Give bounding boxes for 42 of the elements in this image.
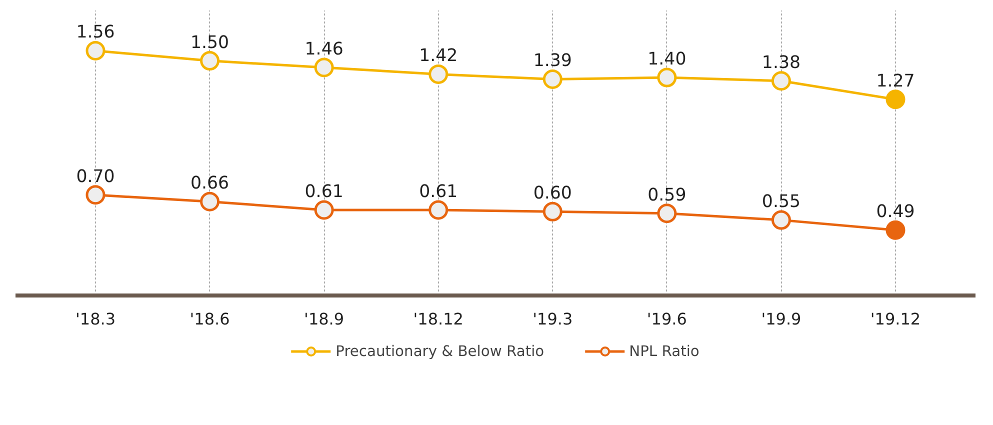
point bbox=[86, 41, 106, 60]
legend-label: Precautionary & Below Ratio bbox=[336, 342, 544, 360]
data-label: 1.56 bbox=[76, 22, 115, 43]
data-label: 0.59 bbox=[648, 185, 686, 206]
data-label: 0.49 bbox=[876, 202, 915, 222]
data-label: 1.38 bbox=[762, 52, 801, 73]
x-tick-label: '19.3 bbox=[532, 310, 573, 328]
point bbox=[428, 64, 448, 84]
x-tick-label: '19.12 bbox=[870, 310, 921, 328]
point bbox=[886, 90, 906, 110]
x-tick-label: '18.12 bbox=[413, 310, 464, 328]
data-label: 0.60 bbox=[533, 184, 572, 204]
x-tick-label: '19.9 bbox=[761, 310, 802, 328]
data-label: 0.61 bbox=[419, 182, 458, 202]
point bbox=[542, 202, 562, 222]
x-tick-label: '18.3 bbox=[75, 310, 116, 328]
data-label: 1.40 bbox=[648, 50, 686, 70]
point bbox=[428, 200, 448, 220]
point bbox=[657, 68, 677, 88]
data-label: 1.46 bbox=[304, 40, 344, 60]
point bbox=[314, 58, 334, 78]
point bbox=[771, 71, 791, 91]
data-label: 0.70 bbox=[76, 166, 115, 187]
data-label: 0.61 bbox=[304, 182, 344, 202]
legend-label: NPL Ratio bbox=[629, 342, 700, 360]
point bbox=[542, 70, 562, 89]
x-tick-label: '18.6 bbox=[190, 310, 230, 328]
data-label: 0.55 bbox=[762, 192, 801, 212]
data-label: 0.66 bbox=[190, 174, 230, 194]
data-label: 1.42 bbox=[419, 46, 458, 66]
point bbox=[314, 200, 334, 220]
point bbox=[200, 192, 220, 212]
x-tick-label: '18.9 bbox=[304, 310, 344, 328]
point bbox=[771, 210, 791, 230]
point bbox=[886, 220, 906, 240]
data-label: 1.39 bbox=[533, 51, 572, 72]
data-label: 1.27 bbox=[876, 71, 915, 92]
data-label: 1.50 bbox=[190, 32, 230, 53]
x-tick-label: '19.6 bbox=[646, 310, 687, 328]
point bbox=[86, 185, 106, 205]
point bbox=[657, 204, 677, 224]
point bbox=[200, 51, 220, 71]
